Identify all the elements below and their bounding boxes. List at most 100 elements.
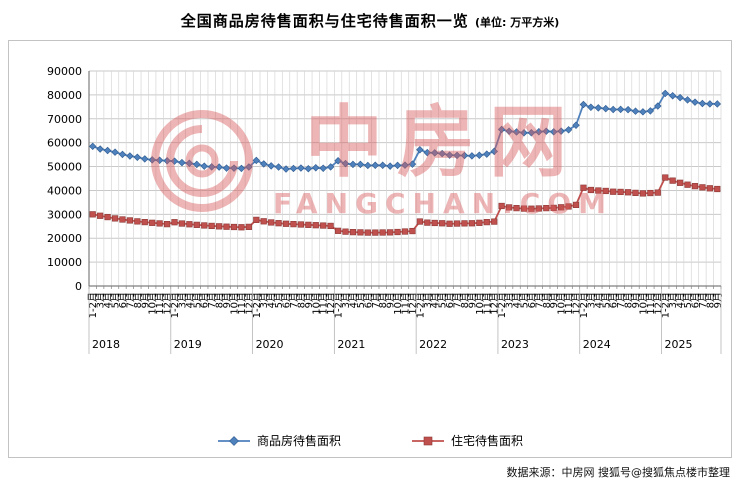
svg-text:2023: 2023 <box>501 338 529 351</box>
svg-text:8月: 8月 <box>623 292 635 308</box>
svg-text:4月: 4月 <box>429 292 441 308</box>
svg-text:7月: 7月 <box>370 292 382 308</box>
svg-text:1-2月: 1-2月 <box>414 292 426 318</box>
svg-text:11月: 11月 <box>318 292 330 315</box>
chart-title-unit: (单位: 万平方米) <box>474 16 560 29</box>
svg-text:30000: 30000 <box>47 208 82 221</box>
svg-text:9月: 9月 <box>385 292 397 308</box>
svg-text:4月: 4月 <box>347 292 359 308</box>
svg-text:9月: 9月 <box>303 292 315 308</box>
svg-text:7月: 7月 <box>533 292 545 308</box>
svg-text:6月: 6月 <box>526 292 538 308</box>
svg-text:11月: 11月 <box>481 292 493 315</box>
svg-text:5月: 5月 <box>682 292 694 308</box>
svg-text:4月: 4月 <box>593 292 605 308</box>
svg-text:9月: 9月 <box>139 292 151 308</box>
legend-square-marker-icon <box>412 436 444 445</box>
svg-text:11月: 11月 <box>236 292 248 315</box>
svg-text:3月: 3月 <box>667 292 679 308</box>
data-source-note: 数据来源：中房网 搜狐号@搜狐焦点楼市整理 <box>506 466 731 479</box>
chart-canvas: 0 10000 20000 30000 40000 50000 60000 70000 8000… <box>47 65 724 354</box>
svg-text:7月: 7月 <box>452 292 464 308</box>
svg-text:10月: 10月 <box>147 292 159 315</box>
svg-text:2024: 2024 <box>583 338 611 351</box>
svg-text:0: 0 <box>75 280 82 293</box>
svg-text:5月: 5月 <box>191 292 203 308</box>
svg-text:9月: 9月 <box>548 292 560 308</box>
svg-text:40000: 40000 <box>47 184 82 197</box>
chart-legend: 商品房待售面积 住宅待售面积 <box>9 432 731 449</box>
svg-text:3月: 3月 <box>95 292 107 308</box>
svg-text:20000: 20000 <box>47 232 82 245</box>
svg-text:6月: 6月 <box>199 292 211 308</box>
svg-text:10月: 10月 <box>637 292 649 315</box>
svg-text:4月: 4月 <box>675 292 687 308</box>
svg-text:7月: 7月 <box>124 292 136 308</box>
svg-text:7月: 7月 <box>206 292 218 308</box>
svg-text:4月: 4月 <box>102 292 114 308</box>
svg-text:11月: 11月 <box>563 292 575 315</box>
svg-text:6月: 6月 <box>444 292 456 308</box>
svg-text:9月: 9月 <box>221 292 233 308</box>
svg-text:9月: 9月 <box>712 292 724 308</box>
svg-text:6月: 6月 <box>117 292 129 308</box>
svg-text:3月: 3月 <box>504 292 516 308</box>
svg-text:5月: 5月 <box>273 292 285 308</box>
svg-text:60000: 60000 <box>47 137 82 150</box>
svg-text:10月: 10月 <box>392 292 404 315</box>
svg-text:90000: 90000 <box>47 65 82 78</box>
chart-area: 0 10000 20000 30000 40000 50000 60000 70000 8000… <box>8 40 732 458</box>
svg-text:8月: 8月 <box>459 292 471 308</box>
svg-text:2021: 2021 <box>337 338 365 351</box>
svg-text:8月: 8月 <box>704 292 716 308</box>
svg-text:4月: 4月 <box>266 292 278 308</box>
svg-text:11月: 11月 <box>645 292 657 315</box>
svg-text:1-2月: 1-2月 <box>333 292 345 318</box>
svg-text:8月: 8月 <box>541 292 553 308</box>
svg-text:8月: 8月 <box>377 292 389 308</box>
svg-text:5月: 5月 <box>437 292 449 308</box>
svg-text:8月: 8月 <box>295 292 307 308</box>
svg-text:2020: 2020 <box>256 338 284 351</box>
svg-text:7月: 7月 <box>615 292 627 308</box>
svg-text:2018: 2018 <box>92 338 120 351</box>
svg-text:4月: 4月 <box>511 292 523 308</box>
svg-text:6月: 6月 <box>608 292 620 308</box>
svg-text:6月: 6月 <box>281 292 293 308</box>
svg-text:4月: 4月 <box>184 292 196 308</box>
svg-text:10月: 10月 <box>474 292 486 315</box>
legend-diamond-marker-icon <box>217 435 250 446</box>
svg-text:3月: 3月 <box>258 292 270 308</box>
svg-text:10月: 10月 <box>228 292 240 315</box>
svg-text:80000: 80000 <box>47 89 82 102</box>
svg-text:6月: 6月 <box>362 292 374 308</box>
svg-text:50000: 50000 <box>47 161 82 174</box>
svg-text:2025: 2025 <box>665 338 693 351</box>
svg-text:5月: 5月 <box>600 292 612 308</box>
svg-text:11月: 11月 <box>154 292 166 315</box>
svg-text:2019: 2019 <box>174 338 202 351</box>
legend-label-commercial: 商品房待售面积 <box>256 434 341 448</box>
svg-text:8月: 8月 <box>132 292 144 308</box>
svg-text:11月: 11月 <box>400 292 412 315</box>
svg-text:2022: 2022 <box>419 338 447 351</box>
legend-label-residential: 住宅待售面积 <box>451 434 524 448</box>
svg-text:10月: 10月 <box>310 292 322 315</box>
svg-text:5月: 5月 <box>110 292 122 308</box>
svg-text:5月: 5月 <box>518 292 530 308</box>
svg-text:1-2月: 1-2月 <box>169 292 181 318</box>
svg-text:3月: 3月 <box>585 292 597 308</box>
svg-text:1-2月: 1-2月 <box>251 292 263 318</box>
svg-text:1-2月: 1-2月 <box>496 292 508 318</box>
svg-text:7月: 7月 <box>697 292 709 308</box>
svg-text:70000: 70000 <box>47 113 82 126</box>
svg-text:1-2月: 1-2月 <box>578 292 590 318</box>
chart-title: 全国商品房待售面积与住宅待售面积一览 (单位: 万平方米) <box>0 10 740 31</box>
svg-text:7月: 7月 <box>288 292 300 308</box>
svg-text:1-2月: 1-2月 <box>660 292 672 318</box>
chart-title-text: 全国商品房待售面积与住宅待售面积一览 <box>180 12 469 30</box>
svg-text:3月: 3月 <box>422 292 434 308</box>
svg-text:10000: 10000 <box>47 256 82 269</box>
svg-text:9月: 9月 <box>466 292 478 308</box>
